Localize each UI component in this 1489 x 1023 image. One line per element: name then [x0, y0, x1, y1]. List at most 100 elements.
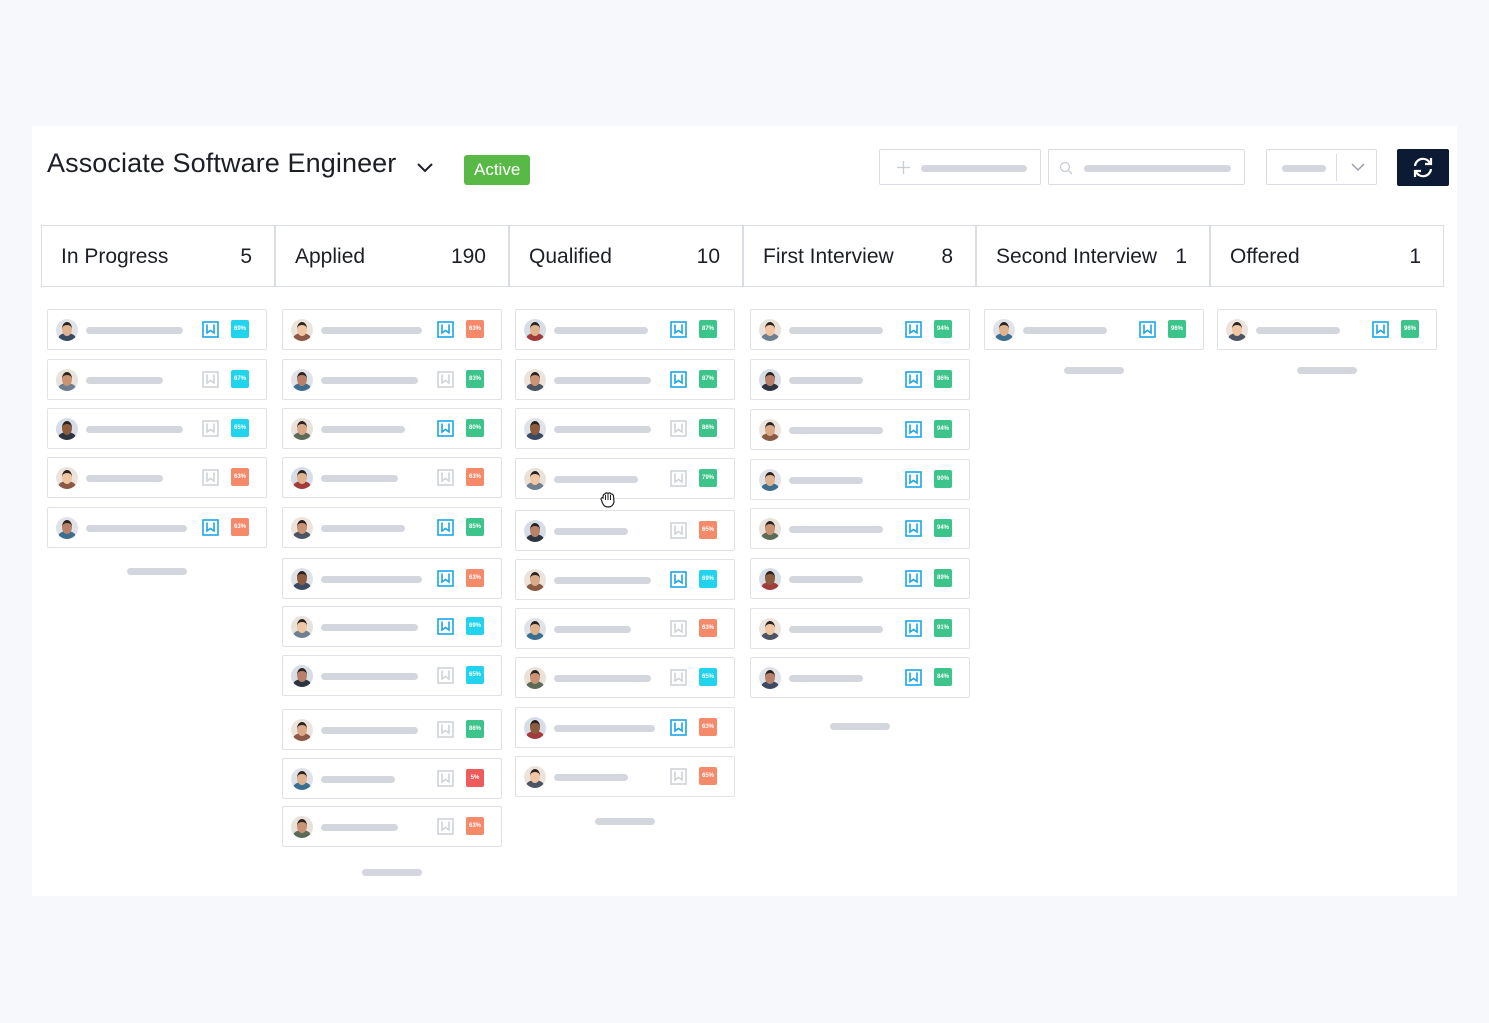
candidate-card[interactable]: 87% — [515, 309, 735, 350]
candidate-card[interactable]: 63% — [47, 457, 267, 498]
bookmark-icon[interactable] — [202, 469, 219, 486]
bookmark-icon[interactable] — [437, 618, 454, 635]
bookmark-icon[interactable] — [670, 571, 687, 588]
candidate-card[interactable]: 79% — [515, 458, 735, 499]
bookmark-icon[interactable] — [905, 471, 922, 488]
bookmark-icon[interactable] — [905, 669, 922, 686]
candidate-card[interactable]: 94% — [750, 409, 970, 450]
candidate-name-skeleton — [554, 528, 628, 535]
load-more-indicator[interactable] — [1297, 367, 1357, 374]
avatar — [291, 517, 313, 539]
candidate-card[interactable]: 96% — [984, 309, 1204, 350]
match-score-badge: 65% — [466, 666, 484, 684]
bookmark-icon[interactable] — [202, 519, 219, 536]
stage-header[interactable]: Qualified 10 — [509, 225, 743, 287]
candidate-card[interactable]: 63% — [282, 558, 502, 599]
match-score-badge: 69% — [466, 617, 484, 635]
bookmark-icon[interactable] — [437, 818, 454, 835]
bookmark-icon[interactable] — [437, 469, 454, 486]
avatar — [291, 719, 313, 741]
bookmark-icon[interactable] — [905, 421, 922, 438]
candidate-card[interactable]: 94% — [750, 309, 970, 350]
bookmark-icon[interactable] — [437, 420, 454, 437]
candidate-card[interactable]: 63% — [282, 309, 502, 350]
bookmark-icon[interactable] — [202, 321, 219, 338]
load-more-indicator[interactable] — [830, 723, 890, 730]
load-more-indicator[interactable] — [1064, 367, 1124, 374]
stage-header[interactable]: Applied 190 — [275, 225, 509, 287]
stage-header[interactable]: First Interview 8 — [743, 225, 976, 287]
bookmark-icon[interactable] — [670, 470, 687, 487]
bookmark-icon[interactable] — [437, 770, 454, 787]
bookmark-icon[interactable] — [905, 520, 922, 537]
candidate-card[interactable]: 89% — [750, 558, 970, 599]
stage-header[interactable]: Offered 1 — [1210, 225, 1444, 287]
bookmark-icon[interactable] — [905, 620, 922, 637]
candidate-card[interactable]: 86% — [282, 709, 502, 750]
bookmark-icon[interactable] — [905, 371, 922, 388]
candidate-card[interactable]: 65% — [282, 655, 502, 696]
load-more-indicator[interactable] — [127, 568, 187, 575]
candidate-card[interactable]: 63% — [282, 457, 502, 498]
bookmark-icon[interactable] — [670, 669, 687, 686]
avatar — [524, 667, 546, 689]
load-more-indicator[interactable] — [362, 869, 422, 876]
bookmark-icon[interactable] — [670, 371, 687, 388]
candidate-card[interactable]: 63% — [47, 507, 267, 548]
bookmark-icon[interactable] — [202, 371, 219, 388]
candidate-card[interactable]: 85% — [282, 507, 502, 548]
bookmark-icon[interactable] — [905, 321, 922, 338]
candidate-card[interactable]: 67% — [47, 359, 267, 400]
bookmark-icon[interactable] — [437, 371, 454, 388]
candidate-card[interactable]: 65% — [515, 510, 735, 551]
candidate-card[interactable]: 63% — [515, 707, 735, 748]
candidate-card[interactable]: 84% — [750, 657, 970, 698]
candidate-card[interactable]: 91% — [750, 608, 970, 649]
job-title[interactable]: Associate Software Engineer — [47, 148, 397, 178]
candidate-card[interactable]: 90% — [750, 459, 970, 500]
refresh-button[interactable] — [1397, 149, 1449, 186]
candidate-card[interactable]: 83% — [282, 359, 502, 400]
bookmark-icon[interactable] — [202, 420, 219, 437]
candidate-card[interactable]: 63% — [282, 806, 502, 847]
bookmark-icon[interactable] — [670, 522, 687, 539]
candidate-card[interactable]: 69% — [515, 559, 735, 600]
candidate-card[interactable]: 65% — [515, 657, 735, 698]
bookmark-icon[interactable] — [670, 620, 687, 637]
bookmark-icon[interactable] — [1372, 321, 1389, 338]
bookmark-icon[interactable] — [437, 321, 454, 338]
candidate-card[interactable]: 5% — [282, 758, 502, 799]
bookmark-icon[interactable] — [670, 719, 687, 736]
search-input[interactable] — [1048, 149, 1245, 185]
bookmark-icon[interactable] — [437, 721, 454, 738]
bookmark-icon[interactable] — [1139, 321, 1156, 338]
bookmark-icon[interactable] — [437, 519, 454, 536]
candidate-card[interactable]: 96% — [1217, 309, 1437, 350]
stage-header[interactable]: In Progress 5 — [41, 225, 275, 287]
candidate-card[interactable]: 69% — [282, 606, 502, 647]
grab-cursor-icon — [600, 492, 615, 508]
candidate-card[interactable]: 87% — [515, 359, 735, 400]
bookmark-icon[interactable] — [437, 570, 454, 587]
candidate-name-skeleton — [86, 426, 183, 433]
candidate-card[interactable]: 63% — [515, 608, 735, 649]
candidate-card[interactable]: 65% — [515, 756, 735, 797]
candidate-card[interactable]: 86% — [515, 408, 735, 449]
candidate-name-skeleton — [321, 673, 418, 680]
bookmark-icon[interactable] — [905, 570, 922, 587]
candidate-card[interactable]: 80% — [282, 408, 502, 449]
bookmark-icon[interactable] — [670, 768, 687, 785]
bookmark-icon[interactable] — [670, 321, 687, 338]
candidate-card[interactable]: 86% — [750, 359, 970, 400]
match-score-badge: 80% — [466, 419, 484, 437]
stage-header[interactable]: Second Interview 1 — [976, 225, 1210, 287]
load-more-indicator[interactable] — [595, 818, 655, 825]
bookmark-icon[interactable] — [437, 667, 454, 684]
add-candidate-input[interactable] — [879, 149, 1041, 185]
candidate-card[interactable]: 65% — [47, 408, 267, 449]
bookmark-icon[interactable] — [670, 420, 687, 437]
chevron-down-icon[interactable] — [416, 162, 434, 174]
filter-select[interactable] — [1266, 149, 1377, 185]
candidate-card[interactable]: 69% — [47, 309, 267, 350]
candidate-card[interactable]: 94% — [750, 508, 970, 549]
